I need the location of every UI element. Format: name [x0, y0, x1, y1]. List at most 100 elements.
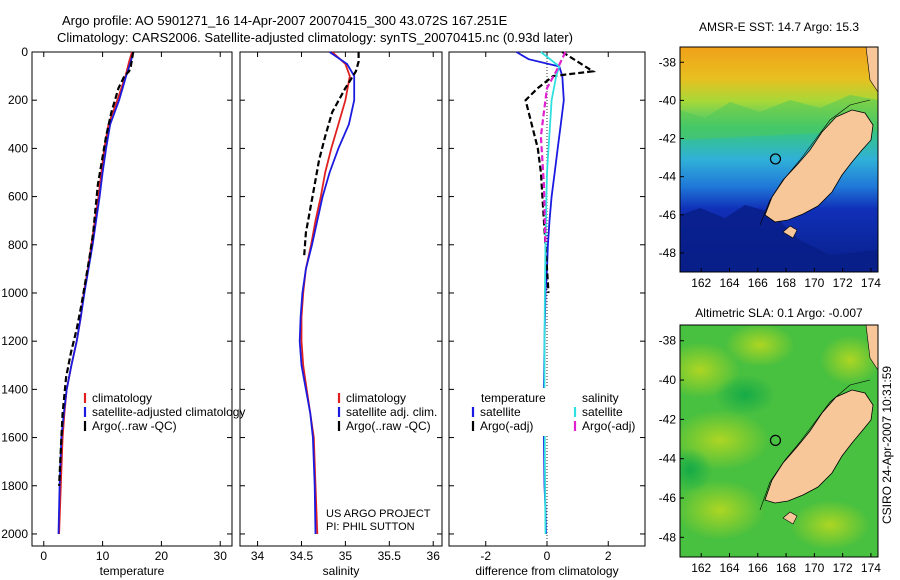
profile-panel-1: 0 10 20 30 temperature 0 200 400 600 800 1000 1200 1… — [1, 45, 233, 578]
sla-stewart-island — [782, 511, 798, 525]
y-tick-label: 1600 — [1, 431, 28, 445]
y-tick-label: 1200 — [1, 334, 28, 348]
sla-anomaly-patch — [715, 375, 775, 415]
x-tick-label: 35.5 — [378, 549, 402, 563]
sla-anomaly-patch — [790, 500, 870, 550]
sst-map-title: AMSR-E SST: 14.7 Argo: 15.3 — [699, 20, 859, 34]
map-x-tick-label: 164 — [719, 276, 739, 290]
y-tick-label: 400 — [8, 141, 28, 155]
legend-difference: temperature salinitysatelliteArgo(-adj)sa… — [470, 388, 642, 436]
sst-stewart-island — [782, 225, 798, 239]
map-x-tick-label: 172 — [833, 276, 853, 290]
y-tick-label: 1800 — [1, 479, 28, 493]
legend-heading: salinity — [582, 391, 619, 405]
map-x-tick-label: 162 — [691, 561, 711, 575]
map-y-tick-label: -42 — [659, 412, 677, 426]
x-tick-label: 30 — [214, 549, 228, 563]
legend-label: Argo(..raw -QC) — [346, 419, 431, 433]
profile-panels: 0 10 20 30temperature0200400600800100012001… — [1, 45, 646, 578]
legend-label: Argo(-adj) — [582, 419, 635, 433]
y-tick-label: 0 — [21, 45, 28, 59]
y-tick-label: 200 — [8, 93, 28, 107]
sla-anomaly-patch — [680, 480, 765, 540]
x-tick-label: 2 — [605, 549, 612, 563]
project-credit: US ARGO PROJECT — [326, 508, 431, 520]
sla-south-island — [764, 389, 874, 504]
x-tick-label: 10 — [96, 549, 110, 563]
sla-map-title: Altimetric SLA: 0.1 Argo: -0.007 — [695, 306, 863, 320]
timestamp-label: CSIRO 24-Apr-2007 10:31:59 — [880, 366, 894, 524]
sst-map-frame — [679, 46, 879, 273]
series-line — [298, 51, 356, 535]
map-x-tick-label: 162 — [691, 276, 711, 290]
legend-background — [470, 388, 642, 436]
y-tick-label: 800 — [8, 238, 28, 252]
legend-label: Argo(-adj) — [480, 419, 533, 433]
sla-bathymetry-contour — [759, 379, 871, 511]
map-y-tick-label: -42 — [659, 132, 677, 146]
map-x-tick-label: 168 — [776, 276, 796, 290]
legend-label: climatology — [92, 391, 152, 405]
map-x-tick-label: 172 — [833, 561, 853, 575]
map-y-tick-label: -44 — [659, 452, 677, 466]
map-x-tick-label: 170 — [804, 561, 824, 575]
x-axis-label: salinity — [323, 564, 360, 578]
map-x-tick-label: 166 — [748, 561, 768, 575]
sst-bathymetry-contour — [759, 99, 871, 226]
profile-panel-2: 34 34.5 35 35.5 36 salinity — [239, 51, 443, 578]
map-x-tick-label: 164 — [719, 561, 739, 575]
sst-map: AMSR-E SST: 14.7 Argo: 15.3 162 164 166 168… — [659, 20, 882, 290]
series-line — [58, 51, 135, 486]
map-y-tick-label: -48 — [659, 246, 677, 260]
map-x-tick-label: 174 — [861, 276, 881, 290]
sla-map-frame — [679, 324, 879, 558]
sla-map: Altimetric SLA: 0.1 Argo: -0.007 162 164 1… — [659, 306, 882, 575]
pi-credit: PI: PHIL SUTTON — [326, 521, 415, 533]
map-y-tick-label: -48 — [659, 530, 677, 544]
sst-map-ticks: 162 164 166 168 170 172 174 -38 -40 -42 -44 -46 -48 — [659, 55, 882, 290]
legend-background — [84, 388, 231, 436]
y-tick-label: 600 — [8, 190, 28, 204]
map-y-tick-label: -38 — [659, 55, 677, 69]
map-x-tick-label: 170 — [804, 276, 824, 290]
y-tick-label: 1000 — [1, 286, 28, 300]
argo-float-marker — [769, 153, 782, 165]
figure-title-line1: Argo profile: AO 5901271_16 14-Apr-2007 … — [62, 13, 508, 28]
y-tick-label: 1400 — [1, 382, 28, 396]
x-axis-label: temperature — [100, 564, 165, 578]
panel-frame — [31, 51, 233, 547]
x-tick-label: 36 — [427, 549, 441, 563]
series-line — [539, 51, 567, 245]
x-tick-label: 20 — [155, 549, 169, 563]
map-x-tick-label: 174 — [861, 561, 881, 575]
legend-background — [338, 388, 440, 436]
map-y-tick-label: -44 — [659, 170, 677, 184]
x-tick-label: 0 — [544, 549, 551, 563]
sst-south-island — [764, 109, 874, 223]
legend-label: satellite adj. clim. — [346, 405, 437, 419]
series-line — [540, 51, 561, 535]
map-y-tick-label: -46 — [659, 208, 677, 222]
sst-north-island — [865, 47, 878, 93]
panel-frame — [239, 51, 443, 547]
sla-north-island — [865, 325, 878, 371]
map-x-tick-label: 166 — [748, 276, 768, 290]
legend-label: satellite-adjusted climatology — [92, 405, 245, 419]
x-tick-label: 34.5 — [290, 549, 314, 563]
argo-float-marker — [769, 434, 782, 447]
legend-label: satellite — [582, 405, 623, 419]
sla-anomaly-patch — [725, 325, 795, 367]
legend-label: satellite — [480, 405, 521, 419]
sst-cold-water — [680, 205, 878, 272]
x-tick-label: 0 — [40, 549, 47, 563]
x-axis-label: difference from climatology — [475, 564, 618, 578]
y-tick-label: 2000 — [1, 527, 28, 541]
map-x-tick-label: 168 — [776, 561, 796, 575]
sla-map-ticks: 162 164 166 168 170 172 174 -38 -40 -42 -44 -46 -48 — [659, 334, 882, 575]
x-tick-label: -2 — [480, 549, 491, 563]
map-y-tick-label: -38 — [659, 334, 677, 348]
legend-heading: temperature — [481, 391, 546, 405]
